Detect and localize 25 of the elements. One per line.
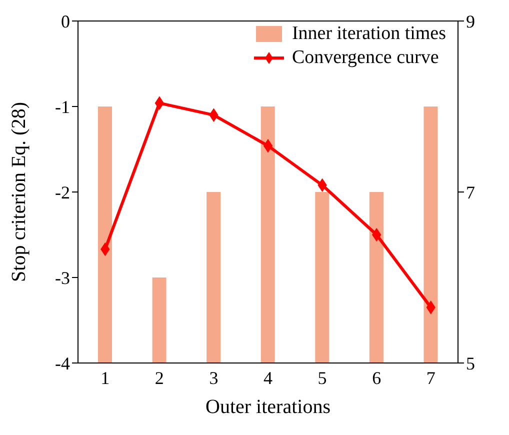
point xyxy=(426,300,436,314)
y-tick-label: -1 xyxy=(55,96,70,117)
x-tick-label: 3 xyxy=(209,368,218,388)
point xyxy=(100,242,110,256)
x-tick-label: 2 xyxy=(154,368,164,388)
y-tick-label: 0 xyxy=(61,11,70,32)
y2-tick-label: 5 xyxy=(466,353,475,374)
y-tick-label: -2 xyxy=(55,182,70,202)
legend-label: Convergence curve xyxy=(292,46,439,70)
y-axis-title: Stop criterion Eq. (28) xyxy=(8,102,30,282)
x-tick-label: 1 xyxy=(100,368,110,388)
legend-label: Inner iteration times xyxy=(292,22,446,46)
x-tick-label: 5 xyxy=(318,368,327,388)
y2-tick-label: 9 xyxy=(466,11,475,32)
point xyxy=(154,96,164,110)
y-tick-label: -3 xyxy=(55,268,70,288)
y2-tick-label: 7 xyxy=(466,182,475,202)
point xyxy=(209,108,218,122)
x-tick-label: 4 xyxy=(264,368,272,388)
point xyxy=(372,228,382,242)
x-tick-label: 7 xyxy=(426,368,436,388)
x-tick-label: 6 xyxy=(372,368,382,388)
y-tick-label: -4 xyxy=(55,353,70,374)
point xyxy=(318,178,327,192)
x-axis-title: Outer iterations xyxy=(206,396,331,418)
